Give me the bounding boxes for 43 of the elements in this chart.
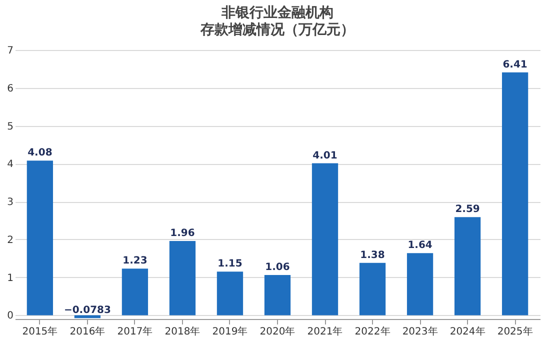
bar: [169, 240, 196, 316]
data-label: 4.01: [312, 150, 338, 162]
bar: [264, 275, 291, 316]
bar: [26, 160, 54, 316]
data-label: 2.59: [455, 204, 480, 216]
bar: [359, 262, 386, 316]
bar: [312, 163, 338, 316]
data-label: 1.23: [122, 256, 148, 267]
data-label: 1.15: [218, 258, 242, 270]
x-tick-label: 2022年: [354, 326, 390, 338]
y-tick-label: 7: [7, 46, 14, 56]
data-label: 1.06: [265, 262, 290, 274]
y-tick-label: 4: [7, 159, 14, 170]
x-tick-label: 2019年: [212, 326, 248, 338]
data-label: 6.41: [502, 59, 528, 70]
y-tick-label: 5: [7, 121, 14, 132]
chart-title: 非银行业金融机构: [220, 5, 334, 21]
bar: [406, 253, 434, 316]
x-tick-label: 2021年: [307, 326, 343, 338]
y-tick-label: 2: [7, 234, 14, 246]
x-tick-label: 2024年: [450, 326, 486, 338]
bar: [502, 72, 528, 316]
x-tick-label: 2015年: [22, 326, 58, 338]
bar: [454, 217, 481, 316]
data-label: 1.64: [408, 240, 432, 252]
x-tick-label: 2020年: [260, 326, 296, 338]
y-tick-label: 0: [7, 310, 14, 322]
x-tick-label: 2018年: [164, 326, 200, 338]
x-tick-label: 2025年: [497, 326, 533, 338]
chart-subtitle: 存款增减情况（万亿元）: [200, 22, 354, 38]
data-label: 1.96: [170, 228, 195, 239]
x-tick-label: 2016年: [70, 326, 106, 338]
y-tick-label: 1: [7, 272, 14, 284]
bar: [74, 315, 101, 318]
bar: [122, 268, 148, 316]
x-tick-label: 2023年: [402, 326, 438, 338]
bar: [216, 272, 244, 316]
data-label: 4.08: [28, 148, 52, 159]
data-label: 1.38: [360, 250, 385, 261]
y-tick-label: 6: [7, 83, 14, 94]
data-label: −0.0783: [64, 305, 111, 316]
x-tick-label: 2017年: [117, 326, 153, 338]
y-tick-label: 3: [7, 197, 14, 208]
